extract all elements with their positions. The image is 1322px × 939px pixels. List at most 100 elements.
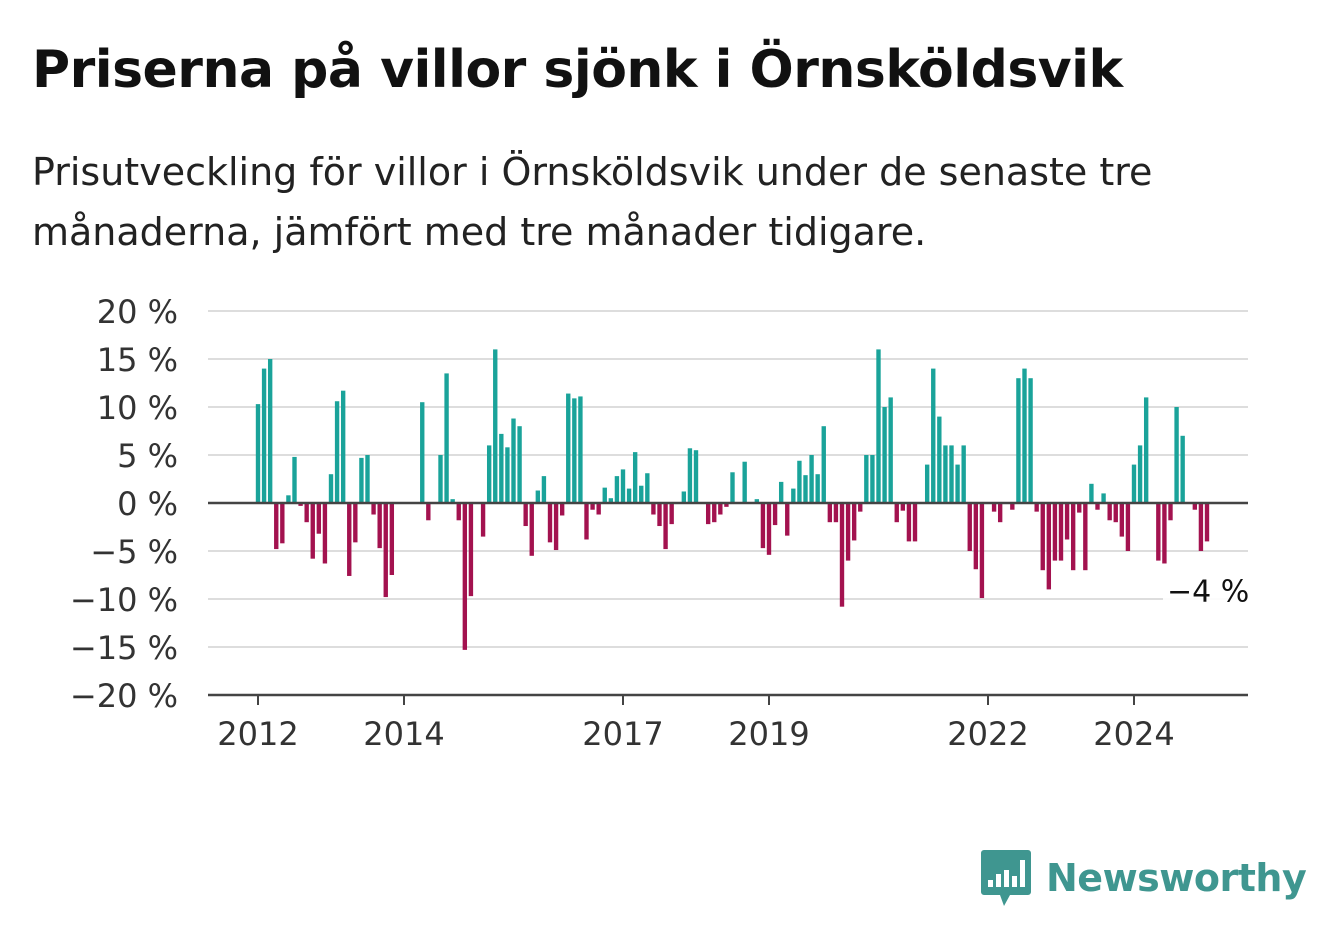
bar — [298, 503, 303, 506]
bar — [1131, 464, 1137, 503]
bar — [906, 503, 912, 542]
bar — [389, 503, 395, 575]
bar — [864, 455, 869, 503]
last-value-label: −4 % — [1167, 574, 1249, 609]
bar — [1125, 503, 1131, 551]
bar — [712, 503, 717, 523]
bar — [766, 503, 772, 555]
bar — [888, 397, 893, 503]
bar — [383, 503, 388, 598]
bar — [462, 503, 468, 650]
bar — [991, 503, 997, 512]
bar — [261, 368, 267, 503]
bar — [967, 503, 972, 551]
bar — [833, 503, 839, 523]
bar — [310, 503, 315, 559]
bar — [815, 474, 820, 503]
x-tick-label: 2024 — [1093, 715, 1174, 753]
bar — [1168, 503, 1173, 521]
bar — [1156, 503, 1161, 561]
bar — [870, 455, 875, 503]
bar — [529, 503, 534, 556]
bar — [541, 476, 547, 503]
y-tick-label: 5 % — [117, 437, 178, 475]
bar — [754, 499, 760, 503]
bar — [328, 474, 334, 503]
bar — [742, 461, 747, 503]
bar — [359, 457, 364, 503]
bar — [657, 503, 662, 527]
bar — [1070, 503, 1076, 571]
bar — [937, 416, 942, 503]
bar — [292, 456, 297, 503]
bar — [1174, 407, 1179, 503]
bar — [797, 460, 802, 503]
bar — [614, 476, 620, 503]
last-value-bg — [1163, 573, 1255, 612]
bar — [596, 503, 601, 515]
bar — [693, 450, 699, 503]
bar — [1010, 503, 1015, 510]
bar — [450, 499, 455, 503]
bar — [353, 503, 358, 543]
bar — [645, 473, 650, 503]
y-tick-label: −5 % — [90, 533, 178, 571]
bar — [1095, 503, 1100, 510]
bar — [669, 503, 674, 525]
bar — [438, 455, 443, 503]
bar — [1143, 397, 1149, 503]
bar — [286, 495, 291, 503]
brand-name: Newsworthy — [1046, 856, 1307, 900]
bar — [851, 503, 857, 541]
bar — [602, 487, 607, 503]
chart-subtitle: Prisutveckling för villor i Örnsköldsvik… — [32, 150, 1153, 254]
bar — [943, 445, 948, 503]
bar — [1028, 378, 1033, 503]
bar — [778, 481, 784, 503]
bar — [620, 469, 626, 503]
bar — [1083, 503, 1088, 571]
bars — [255, 349, 1210, 650]
y-tick-label: −15 % — [70, 629, 178, 667]
bar — [681, 491, 687, 503]
bar — [377, 503, 382, 549]
bar — [578, 396, 583, 503]
y-tick-label: −20 % — [70, 677, 178, 715]
bar — [1113, 503, 1118, 523]
bar — [858, 503, 863, 512]
bar — [456, 503, 461, 521]
bar — [1058, 503, 1064, 561]
bar — [420, 402, 425, 503]
bar — [1204, 503, 1210, 542]
bar — [1101, 493, 1106, 503]
bar — [705, 503, 711, 525]
bar — [772, 503, 778, 526]
bar — [882, 407, 887, 503]
bar — [821, 426, 826, 503]
newsworthy-logo: Newsworthy — [980, 848, 1307, 908]
bar — [876, 349, 881, 503]
bar — [274, 503, 279, 550]
bar — [809, 455, 814, 503]
bar — [663, 503, 668, 550]
bar — [566, 393, 571, 503]
bar — [1192, 503, 1198, 510]
bar — [724, 503, 729, 507]
bar — [1119, 503, 1125, 537]
bar — [1046, 503, 1052, 590]
bar — [785, 503, 790, 536]
bar — [347, 503, 352, 576]
bar — [730, 472, 735, 503]
axes — [208, 501, 1248, 705]
bar — [426, 503, 431, 521]
bar — [535, 490, 541, 503]
bar — [1089, 483, 1094, 503]
bar — [1137, 445, 1143, 503]
bar — [480, 503, 486, 537]
bar — [505, 447, 510, 503]
bar — [955, 464, 960, 503]
bar — [334, 401, 340, 503]
bar — [572, 398, 577, 503]
bar — [493, 349, 498, 503]
